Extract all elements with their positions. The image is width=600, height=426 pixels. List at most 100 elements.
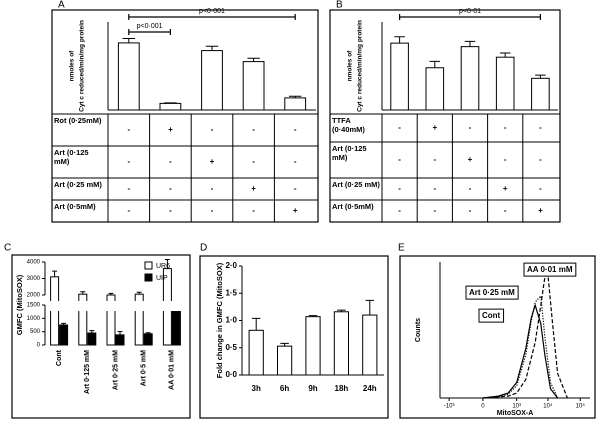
y-tick-label: 1000 xyxy=(27,316,41,322)
panel-letter: B xyxy=(336,0,343,11)
x-tick-label: Art 0·5 mM xyxy=(141,350,148,386)
error-bar xyxy=(122,38,136,43)
panel-frame xyxy=(51,9,319,223)
legend-box xyxy=(523,262,577,277)
table-cell: - xyxy=(398,184,401,193)
table-cell: - xyxy=(504,123,507,132)
bar xyxy=(460,46,480,111)
table-cell: - xyxy=(469,123,472,132)
bar xyxy=(362,314,378,376)
table-cell: - xyxy=(504,206,507,215)
row-label-box: Art (0·25 mM) xyxy=(332,180,380,189)
bar xyxy=(106,294,116,346)
bar xyxy=(201,50,223,111)
error-bar xyxy=(164,259,170,269)
row-label: Art (0·125 mM) xyxy=(332,144,367,162)
table-cell: - xyxy=(211,125,214,134)
table-cell: - xyxy=(433,206,436,215)
table-cell: - xyxy=(433,184,436,193)
row-label: Art (0·125 mM) xyxy=(54,148,89,166)
x-tick-label: Art 0·25 mM xyxy=(112,350,119,390)
row-label: Art (0·25 mM) xyxy=(332,180,380,189)
bar xyxy=(305,316,321,376)
y-axis-label: Cyt c reduced/min/mg protein xyxy=(357,20,364,112)
table-cell: - xyxy=(398,155,401,164)
error-bar xyxy=(117,331,123,335)
row-label-box: Rot (0·25mM) xyxy=(54,116,102,125)
table-cell: - xyxy=(294,184,297,193)
panel-frame xyxy=(199,255,389,419)
panel-letter: C xyxy=(4,243,11,254)
table-cell: - xyxy=(398,206,401,215)
y-tick-label: 500 xyxy=(30,329,41,335)
significance-label: p<0·01 xyxy=(459,8,481,15)
table-cell: - xyxy=(127,157,130,166)
table-cell: + xyxy=(210,157,215,166)
y-tick-label: 1500 xyxy=(27,303,41,309)
table-cell: + xyxy=(251,184,256,193)
table-cell: - xyxy=(294,157,297,166)
row-label-box: Art (0·5mM) xyxy=(54,202,96,211)
bar xyxy=(333,311,349,376)
error-bar xyxy=(205,45,219,51)
bar xyxy=(87,332,97,346)
y-tick-label: 0·5 xyxy=(225,343,237,352)
y-tick-label: 0 xyxy=(37,343,41,349)
legend-box xyxy=(478,308,505,323)
table-cell: - xyxy=(169,206,172,215)
y-axis-label: Counts xyxy=(415,318,422,342)
y-tick-label: 3000 xyxy=(27,276,41,282)
significance-label: p<0·001 xyxy=(199,8,225,15)
table-cell: - xyxy=(252,157,255,166)
row-label-box: Art (0·125 mM) xyxy=(54,148,89,166)
table-cell: - xyxy=(252,125,255,134)
legend-swatch xyxy=(144,273,153,282)
table-cell: - xyxy=(211,206,214,215)
bar xyxy=(78,293,88,346)
bar xyxy=(171,308,181,346)
bar xyxy=(134,293,144,346)
bar xyxy=(425,67,445,111)
y-tick-label: 1·5 xyxy=(225,288,237,297)
error-bar xyxy=(247,57,260,62)
error-bar xyxy=(535,74,546,79)
x-tick-label: -10³ xyxy=(444,404,455,410)
table-cell: - xyxy=(504,155,507,164)
bar xyxy=(115,334,125,346)
panel-letter: A xyxy=(58,0,65,11)
error-bar xyxy=(365,299,375,316)
y-axis-label: GMFC (MitoSOX) xyxy=(15,274,24,335)
table-cell: + xyxy=(293,206,298,215)
row-label-box: Art (0·125 mM) xyxy=(332,144,367,162)
table-cell: - xyxy=(252,206,255,215)
panel-letter: D xyxy=(200,243,207,254)
significance-bracket xyxy=(399,14,541,20)
panel-frame xyxy=(399,255,596,419)
table-cell: - xyxy=(169,184,172,193)
row-label: TTFA (0·40mM) xyxy=(332,116,365,134)
table-cell: - xyxy=(469,184,472,193)
table-cell: - xyxy=(127,125,130,134)
table-cell: - xyxy=(433,155,436,164)
table-cell: - xyxy=(127,206,130,215)
error-bar xyxy=(394,36,405,44)
table-cell: - xyxy=(539,155,542,164)
legend-label: Cont xyxy=(482,311,501,320)
bar xyxy=(390,42,409,111)
row-label: Rot (0·25mM) xyxy=(54,116,102,125)
histogram-line xyxy=(482,273,568,399)
table-cell: - xyxy=(127,184,130,193)
error-bar xyxy=(429,60,441,68)
axis-break xyxy=(41,301,186,311)
table-cell: + xyxy=(503,184,508,193)
row-label: Art (0·25 mM) xyxy=(54,180,102,189)
y-tick-label: 1·0 xyxy=(225,316,237,325)
panel-letter: E xyxy=(398,243,405,254)
x-tick-label: 9h xyxy=(308,384,317,393)
significance-label: p<0·001 xyxy=(137,23,163,30)
legend-swatch xyxy=(144,261,153,270)
table-cell: - xyxy=(469,206,472,215)
bar xyxy=(531,77,550,111)
y-axis-label: Cyt c reduced/min/mg protein xyxy=(79,20,86,112)
